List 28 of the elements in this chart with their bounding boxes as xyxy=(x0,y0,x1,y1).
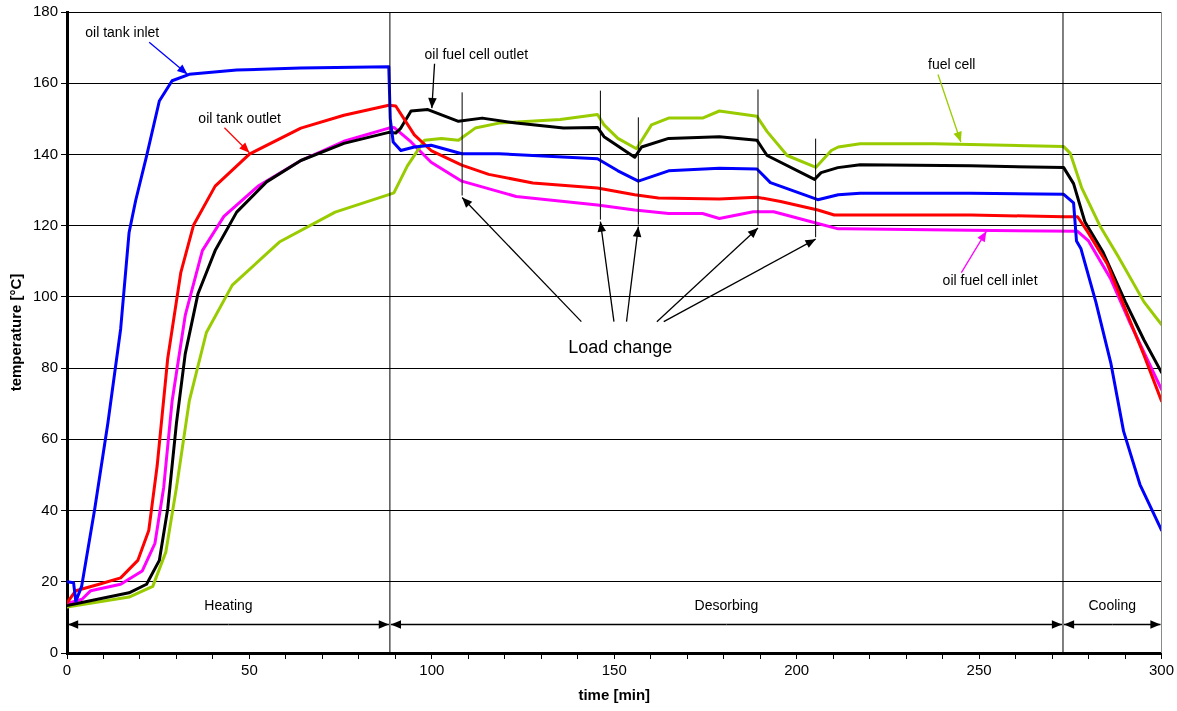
y-tick-label: 180 xyxy=(33,2,59,20)
annotation: Cooling xyxy=(1088,597,1136,614)
y-tick-label: 160 xyxy=(33,73,59,91)
text: fuel cell xyxy=(928,56,976,73)
annotation: Desorbing xyxy=(694,597,759,614)
y-tick-label: 100 xyxy=(33,287,59,305)
y-axis-title: temperature [°C] xyxy=(7,273,25,392)
annotation: Heating xyxy=(204,597,253,614)
annotation: Load change xyxy=(568,336,673,357)
x-tick-label: 100 xyxy=(419,661,445,679)
text: oil tank inlet xyxy=(85,24,160,41)
text: oil fuel cell inlet xyxy=(942,272,1038,289)
y-tick-label: 140 xyxy=(33,144,59,162)
x-tick-label: 150 xyxy=(601,661,627,679)
text: oil fuel cell outlet xyxy=(424,45,529,62)
x-tick-label: 0 xyxy=(62,661,72,679)
series-label: oil tank outlet xyxy=(198,109,281,126)
y-tick-label: 120 xyxy=(33,215,59,233)
x-tick-label: 200 xyxy=(784,661,810,679)
x-tick-label: 250 xyxy=(966,661,992,679)
x-tick-label: 50 xyxy=(241,661,258,679)
x-axis-title: time [min] xyxy=(578,686,651,704)
y-tick-label: 0 xyxy=(49,643,59,661)
y-tick-label: 80 xyxy=(41,358,59,376)
x-tick-label: 300 xyxy=(1148,661,1174,679)
y-tick-label: 60 xyxy=(41,429,59,447)
y-tick-label: 40 xyxy=(41,500,59,518)
y-tick-label: 20 xyxy=(41,571,59,589)
